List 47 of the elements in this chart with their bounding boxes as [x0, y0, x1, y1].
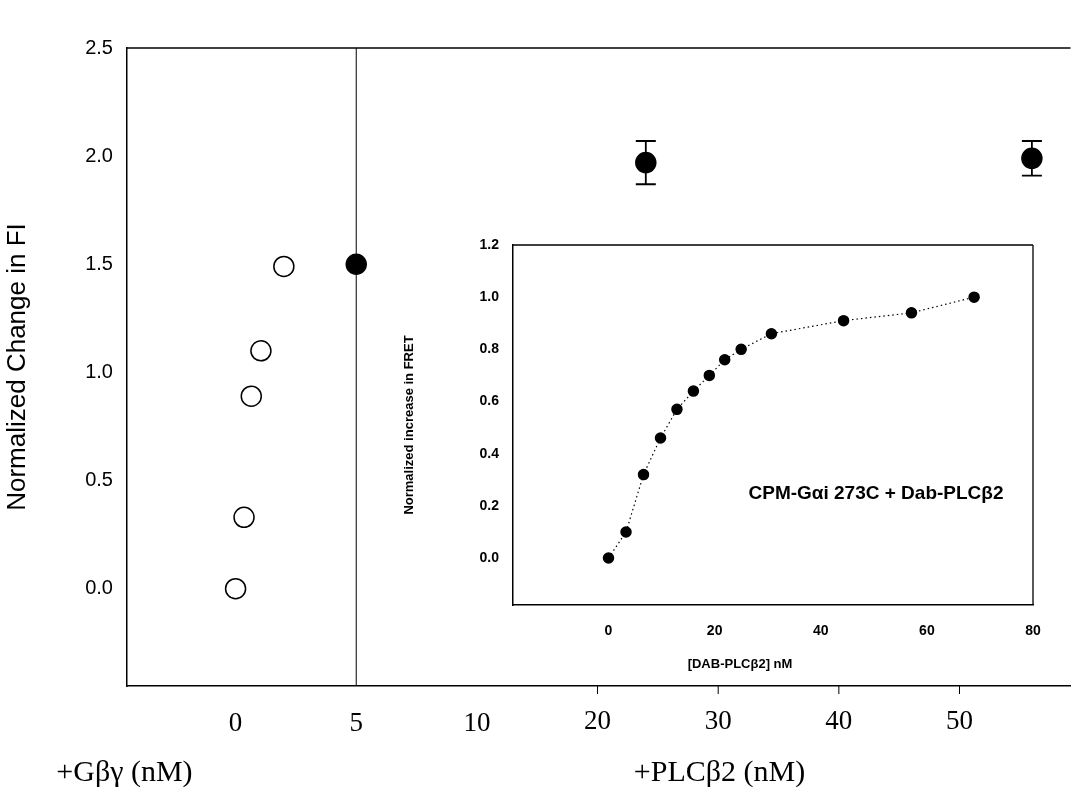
point: [637, 468, 650, 481]
x-axis-title: [DAB-PLCβ2] nM: [687, 655, 793, 671]
y-tick-label: 1.0: [85, 359, 113, 382]
y-tick-label: 0.6: [479, 392, 500, 409]
x-tick-label: 10: [463, 707, 491, 738]
x-tick-label: 0: [228, 707, 243, 738]
x-tick-label: 20: [706, 622, 723, 639]
x-tick-label: 40: [812, 622, 829, 639]
y-tick-label: 0.5: [85, 468, 113, 491]
point: [240, 385, 263, 407]
annotation: CPM-Gαi 273C + Dab-PLCβ2: [748, 482, 1004, 504]
point: [718, 354, 731, 366]
point: [620, 526, 632, 538]
point: [687, 385, 700, 397]
point: [837, 314, 850, 327]
point: [654, 432, 667, 444]
y-tick-label: 1.2: [479, 235, 500, 252]
y-tick-label: 0.8: [479, 340, 500, 357]
x-tick-label: 60: [919, 622, 935, 639]
point: [250, 340, 272, 362]
x2-tick-label: 50: [946, 704, 973, 735]
point: [273, 255, 295, 278]
point: [765, 327, 778, 340]
point: [905, 307, 918, 319]
y-tick-label: 1.5: [85, 251, 113, 274]
point: [735, 343, 747, 356]
point: [602, 552, 615, 564]
point: [671, 403, 683, 416]
x-tick-label: 0: [604, 622, 613, 639]
y-tick-label: 0.0: [85, 576, 113, 599]
x-tick-label: 80: [1025, 622, 1041, 639]
y-tick-label: 2.0: [85, 143, 113, 166]
y-tick-label: 0.0: [479, 548, 500, 565]
x2-axis-title: +PLCβ2 (nM): [633, 754, 806, 789]
y-tick-label: 0.4: [479, 444, 500, 461]
point: [968, 291, 980, 303]
y-tick-label: 1.0: [479, 288, 500, 305]
y-tick-label: 0.2: [479, 496, 500, 513]
y-axis-title: Normalized Change in FI: [0, 223, 31, 511]
point: [224, 577, 247, 600]
y-axis-title: Normalized increase in FRET: [401, 335, 417, 515]
point: [233, 506, 255, 529]
x-tick-label: 5: [349, 707, 363, 738]
x-axis-title: +Gβγ (nM): [56, 754, 193, 789]
point: [703, 369, 716, 382]
x2-tick-label: 30: [704, 704, 732, 735]
y-tick-label: 2.5: [85, 35, 113, 58]
